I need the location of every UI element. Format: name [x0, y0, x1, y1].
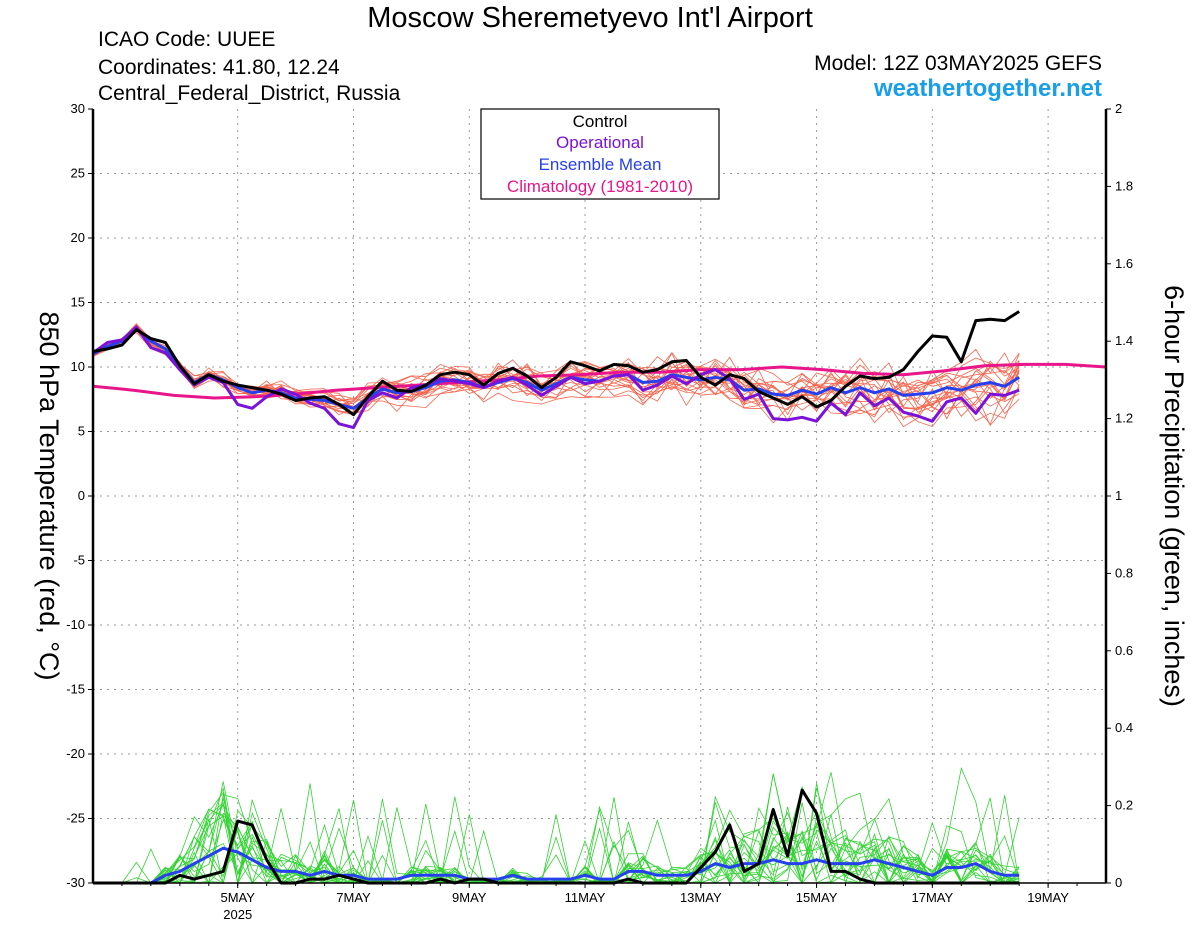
temp-mean-line — [92, 326, 1020, 410]
legend: Control Operational Ensemble Mean Climat… — [480, 108, 720, 200]
y-left-tick-label: 10 — [71, 359, 85, 374]
ensemble-members — [92, 323, 1020, 885]
x-tick-label: 17MAY — [912, 890, 954, 905]
legend-control: Control — [573, 112, 628, 131]
y-right-tick-label: 0.6 — [1115, 643, 1133, 658]
temp-operational-line — [92, 325, 1020, 430]
y-left-tick-label: -25 — [66, 811, 85, 826]
x-tick-label: 11MAY — [565, 890, 606, 905]
x-tick-label: 7MAY — [336, 890, 371, 905]
region: Central_Federal_District, Russia — [98, 82, 401, 105]
y-right-tick-label: 1.2 — [1115, 411, 1133, 426]
y-right-tick-label: 0.4 — [1115, 720, 1133, 735]
y-right-tick-label: 0 — [1115, 875, 1122, 890]
y-left-tick-label: 25 — [71, 166, 85, 181]
y-left-tick-label: 15 — [71, 295, 85, 310]
axes: 302520151050-5-10-15-20-25-3021.81.61.41… — [66, 101, 1133, 922]
model-run: Model: 12Z 03MAY2025 GEFS — [814, 52, 1102, 75]
temp-control-line — [92, 310, 1020, 417]
y-left-tick-label: 30 — [71, 101, 85, 116]
icao-code: ICAO Code: UUEE — [98, 28, 276, 51]
legend-climatology: Climatology (1981-2010) — [507, 177, 693, 196]
x-tick-label: 15MAY — [796, 890, 838, 905]
y-right-tick-label: 0.8 — [1115, 565, 1133, 580]
y-left-tick-label: -15 — [66, 682, 85, 697]
y-left-tick-label: 20 — [71, 230, 85, 245]
y-right-tick-label: 2 — [1115, 101, 1122, 116]
x-tick-label: 9MAY — [452, 890, 487, 905]
y-left-tick-label: -20 — [66, 746, 85, 761]
y-right-tick-label: 0.2 — [1115, 798, 1133, 813]
y-axis-right-title: 6-hour Precipitation (green, inches) — [1159, 285, 1189, 707]
y-left-tick-label: 0 — [78, 488, 85, 503]
precip-mean-line — [93, 846, 1020, 885]
y-right-tick-label: 1.8 — [1115, 178, 1133, 193]
y-right-tick-label: 1.4 — [1115, 333, 1133, 348]
y-left-tick-label: -10 — [66, 617, 85, 632]
legend-ensemble-mean: Ensemble Mean — [539, 155, 662, 174]
y-left-tick-label: -5 — [73, 553, 85, 568]
x-tick-label: 13MAY — [680, 890, 722, 905]
page-title: Moscow Sheremetyevo Int'l Airport — [367, 2, 813, 34]
x-tick-label: 19MAY — [1027, 890, 1069, 905]
y-axis-left-title: 850 hPa Temperature (red, °C) — [34, 312, 64, 681]
legend-box — [480, 108, 720, 200]
y-right-tick-label: 1 — [1115, 488, 1122, 503]
grid-lines — [93, 109, 1106, 883]
x-tick-sublabel: 2025 — [223, 907, 252, 922]
precip-member-line — [93, 772, 1020, 885]
x-tick-label: 5MAY — [220, 890, 255, 905]
legend-operational: Operational — [556, 133, 644, 152]
y-left-tick-label: -30 — [66, 875, 85, 890]
coordinates: Coordinates: 41.80, 12.24 — [98, 56, 340, 79]
site-name[interactable]: weathertogether.net — [873, 75, 1102, 102]
y-left-tick-label: 5 — [78, 424, 85, 439]
climatology-line — [92, 362, 1107, 400]
y-right-tick-label: 1.6 — [1115, 256, 1133, 271]
